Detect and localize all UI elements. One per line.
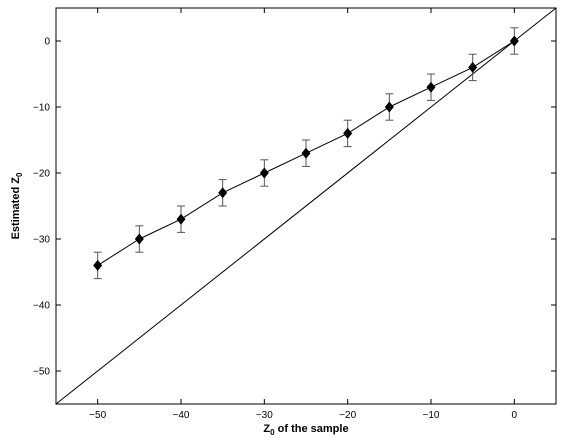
identity-line-layer [55,7,557,405]
x-tick-label: −30 [256,410,273,421]
data-point [93,259,103,271]
data-point [218,187,228,199]
data-point [426,81,436,93]
x-tick-label: −50 [89,410,106,421]
data-point [468,61,478,73]
x-tick-label: 0 [512,410,518,421]
data-point [176,213,186,225]
y-tick-label: −40 [33,301,50,312]
x-tick-label: −20 [339,410,356,421]
x-tick-label: −10 [423,410,440,421]
x-tick-label: −40 [173,410,190,421]
data-point [384,101,394,113]
y-tick-label: −30 [33,235,50,246]
data-point [134,233,144,245]
series-layer [93,27,519,280]
axis-ticks: −50 −40 −30 −20 −10 0 −50 −40 −30 −20 −10 0 [33,8,556,421]
y-tick-label: −10 [33,103,50,114]
y-axis-title: Estimated Z0 [10,172,24,239]
plot-frame [55,7,557,405]
data-point [509,35,519,47]
data-point [259,167,269,179]
y-tick-label: 0 [44,37,50,48]
data-point [301,147,311,159]
y-tick-label: −50 [33,367,50,378]
x-axis-title: Z0 of the sample [263,423,348,437]
data-point [343,127,353,139]
identity-line [55,7,557,405]
y-tick-label: −20 [33,169,50,180]
